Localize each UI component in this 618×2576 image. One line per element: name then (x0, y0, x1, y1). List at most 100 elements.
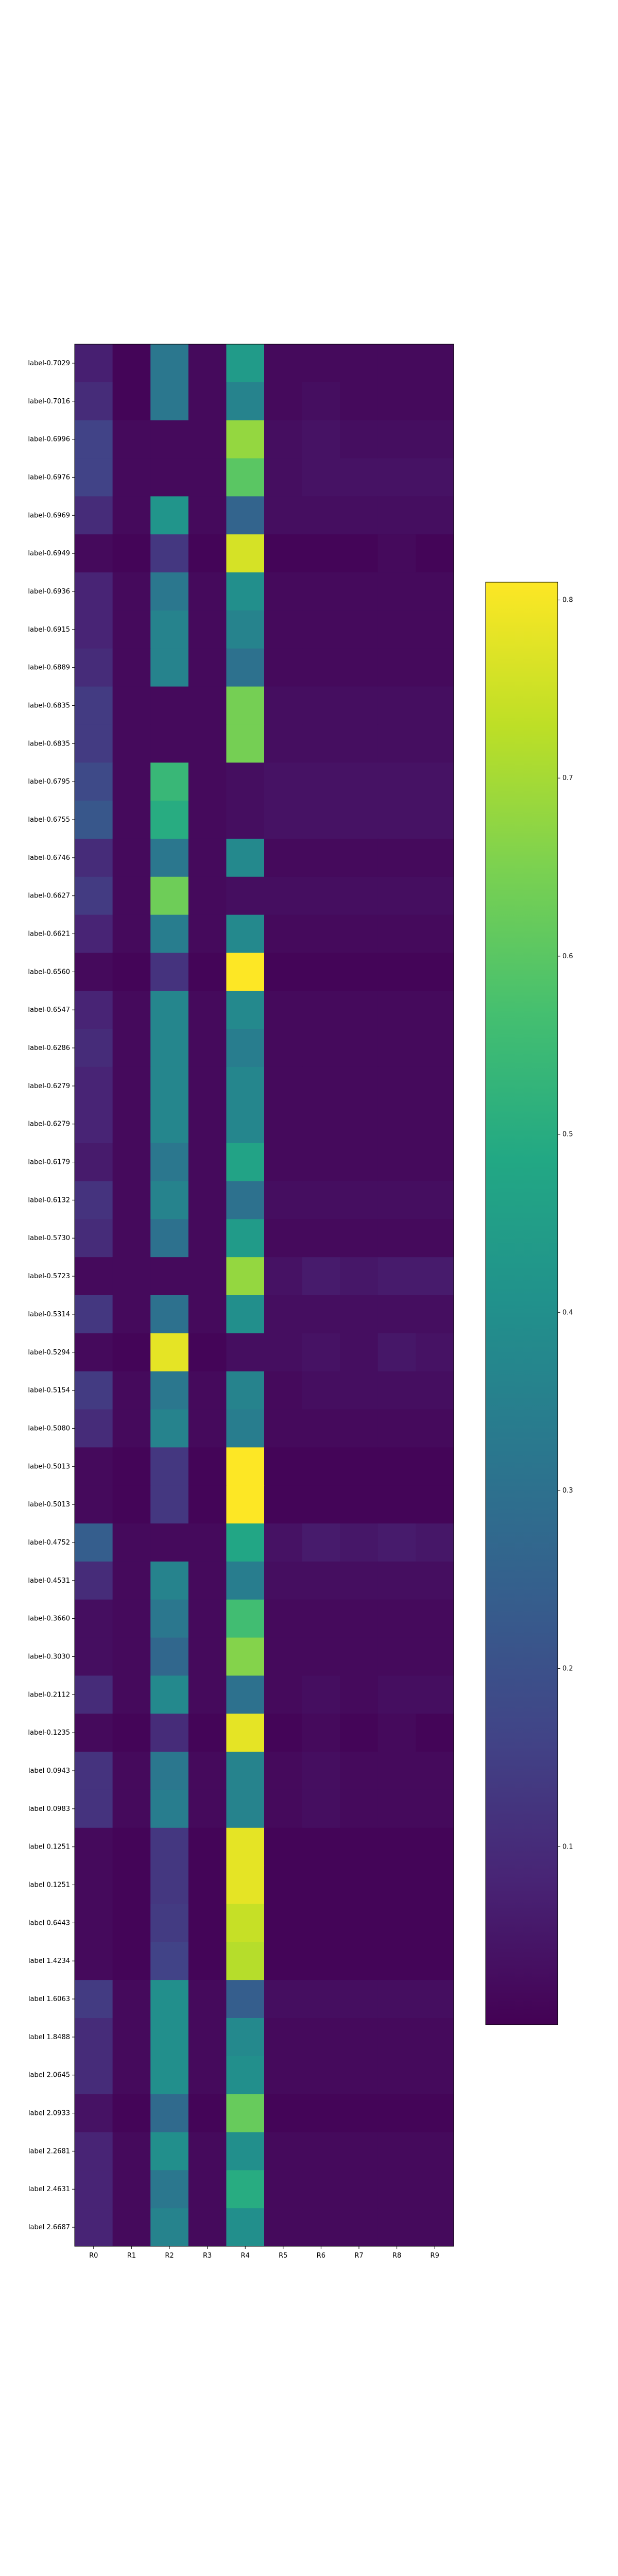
heatmap-cell (340, 420, 379, 459)
heatmap-cell (340, 1485, 379, 1524)
heatmap-cell (226, 1714, 265, 1752)
heatmap-cell (112, 1523, 151, 1562)
y-tick-label: label-0.5080 (28, 1425, 70, 1432)
y-tick-label: label-0.5723 (28, 1273, 70, 1280)
heatmap-cell (188, 458, 227, 497)
heatmap-cell (75, 686, 113, 725)
heatmap-cell (264, 724, 303, 763)
heatmap-cell (188, 2132, 227, 2171)
heatmap-cell (377, 2132, 416, 2171)
heatmap-cell (264, 534, 303, 573)
heatmap-cell (150, 1333, 189, 1372)
heatmap-cell (75, 1181, 113, 1219)
colorbar: 0.1 0.2 0.3 0.4 0.5 0.6 0.7 0.8 (485, 582, 573, 2025)
heatmap-cell (75, 2208, 113, 2247)
heatmap-cell (150, 382, 189, 421)
heatmap-cell (416, 1105, 454, 1144)
heatmap-cell (340, 1866, 379, 1904)
heatmap-cell (302, 1371, 340, 1410)
heatmap-cell (302, 1637, 340, 1676)
colorbar-tick-label: 0.3 (562, 1487, 573, 1495)
heatmap-cell (188, 1637, 227, 1676)
heatmap-cell (75, 2170, 113, 2209)
heatmap-cell (264, 2170, 303, 2209)
heatmap-cell (302, 2170, 340, 2209)
heatmap-cell (112, 2170, 151, 2209)
heatmap-cell (340, 1752, 379, 1790)
heatmap-cell (150, 2208, 189, 2247)
heatmap-cell (150, 534, 189, 573)
heatmap-cell (302, 1789, 340, 1828)
heatmap-cell (302, 2208, 340, 2247)
heatmap-cell (188, 1371, 227, 1410)
y-tick-label: label-0.6547 (28, 1006, 70, 1014)
heatmap-cell (75, 1029, 113, 1067)
y-tick-label: label-0.6949 (28, 550, 70, 557)
y-tick-label: label-0.6976 (28, 473, 70, 481)
heatmap-cell (226, 2208, 265, 2247)
heatmap-cell (377, 1295, 416, 1334)
heatmap-cell (340, 1333, 379, 1372)
heatmap-cell (340, 1295, 379, 1334)
heatmap-cell (264, 1371, 303, 1410)
heatmap-cell (416, 2018, 454, 2057)
heatmap-cell (75, 1447, 113, 1486)
heatmap-cell (226, 1409, 265, 1448)
heatmap-cell (226, 572, 265, 611)
heatmap-cell (75, 2018, 113, 2057)
heatmap-cell (75, 458, 113, 497)
heatmap-cell (188, 1675, 227, 1714)
y-tick-label: label-0.6889 (28, 664, 70, 672)
heatmap-cell (226, 1105, 265, 1144)
heatmap-cell (416, 1752, 454, 1790)
y-tick-label: label-0.5013 (28, 1463, 70, 1470)
heatmap-cell (302, 1523, 340, 1562)
heatmap-cell (264, 2132, 303, 2171)
heatmap-cell (302, 1143, 340, 1181)
heatmap-cell (75, 1827, 113, 1867)
y-tick-label: label-0.6969 (28, 512, 70, 519)
heatmap-cell (340, 534, 379, 573)
heatmap-cell (302, 1942, 340, 1980)
y-tick-label: label 0.0983 (28, 1805, 70, 1813)
heatmap-cell (416, 420, 454, 459)
heatmap-cell (340, 1980, 379, 2019)
heatmap-cell (188, 1752, 227, 1790)
heatmap-cell (340, 1143, 379, 1181)
heatmap-cell (75, 2132, 113, 2171)
heatmap-cell (112, 724, 151, 763)
heatmap-cell (416, 1333, 454, 1372)
heatmap-cell (75, 1714, 113, 1752)
heatmap-cell (226, 1295, 265, 1334)
heatmap-cell (302, 1219, 340, 1258)
heatmap-cell (150, 1827, 189, 1867)
heatmap-cell (264, 572, 303, 611)
heatmap-cell (302, 1827, 340, 1867)
heatmap-cell (302, 953, 340, 991)
heatmap-cell (302, 1105, 340, 1144)
heatmap-cell (226, 1561, 265, 1600)
heatmap-cell (377, 914, 416, 953)
heatmap-cell (416, 724, 454, 763)
heatmap-cell (226, 953, 265, 991)
y-tick-label: label-0.7016 (28, 398, 70, 405)
heatmap-cell (226, 1866, 265, 1904)
heatmap-cell (302, 534, 340, 573)
colorbar-tick-label: 0.2 (562, 1665, 573, 1673)
heatmap-cell (264, 1942, 303, 1980)
heatmap-cell (226, 1599, 265, 1638)
heatmap-cell (340, 762, 379, 801)
heatmap-cell (150, 2056, 189, 2095)
heatmap-cell (75, 914, 113, 953)
heatmap-cell (340, 686, 379, 725)
heatmap-cell (188, 914, 227, 953)
heatmap-cell (150, 2132, 189, 2171)
y-tick-label: label 2.4631 (28, 2185, 70, 2193)
heatmap-cell (264, 1714, 303, 1752)
heatmap-cell (112, 1599, 151, 1638)
heatmap-cell (340, 1105, 379, 1144)
heatmap-cell (226, 2170, 265, 2209)
heatmap-cell (150, 1637, 189, 1676)
heatmap-cell (112, 1561, 151, 1600)
heatmap-cell (112, 1219, 151, 1258)
